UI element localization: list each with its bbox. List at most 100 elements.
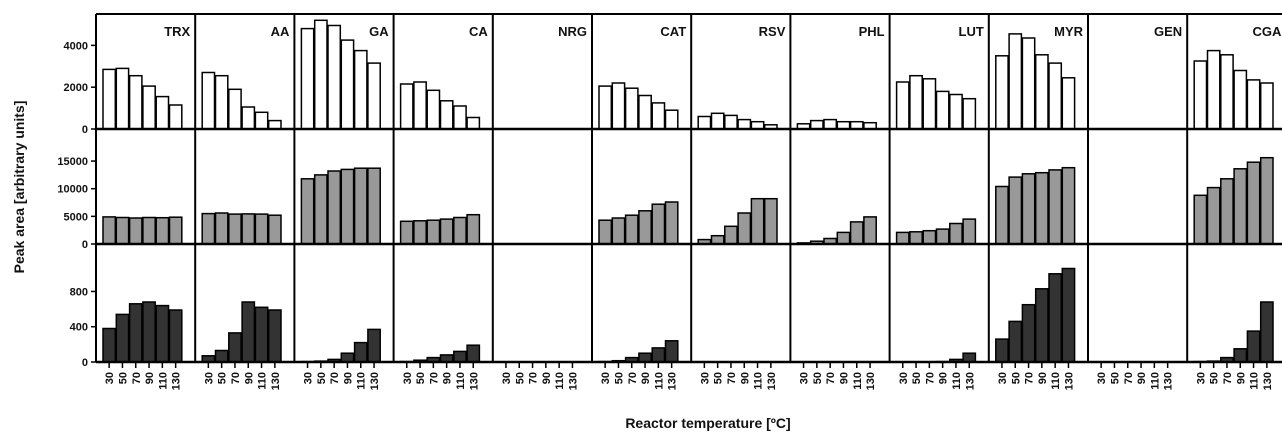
bar-lut-row2-t50 [909,231,923,245]
bar-ga-row3-t130 [367,328,381,363]
bar-ga-row1-t30 [300,27,315,130]
bar-ga-row1-t130 [367,62,381,130]
bar-ca-row2-t130 [466,213,481,245]
compound-label-rsv: RSV [759,24,786,39]
bar-aa-row2-t90 [241,213,256,245]
x-tick-label-trx-130: 130 [171,372,183,390]
bar-trx-row1-t70 [128,74,143,130]
bar-aa-row2-t30 [201,212,216,245]
bar-cat-row2-t50 [611,217,626,245]
bar-ga-row3-t90 [340,352,355,363]
bar-ca-row2-t50 [413,220,427,245]
x-tick-label-gen-70: 70 [1123,372,1135,384]
compound-label-trx: TRX [164,24,190,39]
bar-myr-row2-t130 [1061,166,1076,245]
bar-ca-row1-t70 [426,89,441,130]
bar-myr-row3-t90 [1034,288,1049,363]
bar-lut-row1-t90 [935,90,950,130]
bar-phl-row2-t90 [836,231,851,245]
bar-ca-row3-t130 [466,344,481,363]
bar-myr-row3-t70 [1021,303,1036,363]
bar-ga-row2-t30 [300,178,315,245]
compound-label-ca: CA [469,24,488,39]
x-tick-label-lut-70: 70 [924,372,936,384]
bar-myr-row3-t130 [1061,267,1076,363]
x-tick-label-rsv-70: 70 [726,372,738,384]
axes-layer [91,44,1268,368]
x-tick-label-phl-110: 110 [852,372,864,390]
bar-cat-row2-t110 [651,203,666,245]
x-tick-label-ga-50: 50 [316,372,328,384]
y-tick-label-row3-0: 0 [82,357,88,369]
bar-lut-row2-t110 [949,222,963,245]
bar-myr-row2-t70 [1021,173,1036,245]
bar-trx-row1-t90 [142,85,156,130]
bar-aa-row1-t110 [254,111,269,130]
bar-cga-row2-t30 [1193,194,1208,245]
x-tick-label-rsv-90: 90 [739,372,751,384]
x-tick-label-phl-30: 30 [799,372,811,384]
bar-myr-row1-t30 [995,55,1009,130]
x-tick-label-gen-130: 130 [1163,372,1175,390]
bar-cga-row2-t50 [1206,186,1221,245]
x-tick-label-phl-130: 130 [865,372,877,390]
x-tick-label-aa-110: 110 [257,372,269,390]
bar-cga-row2-t130 [1259,156,1274,245]
bar-trx-row3-t50 [115,313,130,363]
x-tick-label-aa-70: 70 [230,372,242,384]
bars-layer [102,19,1274,363]
x-tick-label-gen-30: 30 [1096,372,1108,384]
bar-ga-row2-t70 [327,170,342,245]
bar-trx-row1-t130 [168,104,183,130]
x-tick-label-rsv-50: 50 [713,372,725,384]
bar-lut-row2-t90 [935,228,950,245]
x-tick-label-cga-70: 70 [1222,372,1234,384]
bar-cga-row1-t50 [1206,49,1221,130]
bar-cat-row2-t70 [624,214,639,245]
x-tick-label-cga-30: 30 [1195,372,1207,384]
bar-trx-row2-t50 [115,216,130,245]
x-tick-label-nrg-70: 70 [528,372,540,384]
compound-label-lut: LUT [959,24,984,39]
bar-aa-row3-t90 [241,301,256,363]
bar-ga-row2-t50 [313,174,328,245]
bar-phl-row1-t70 [823,118,838,130]
bar-myr-row1-t50 [1008,33,1023,130]
bar-rsv-row2-t110 [750,197,765,245]
bar-trx-row2-t70 [128,217,143,245]
x-tick-label-ca-110: 110 [455,372,467,390]
bar-cga-row2-t70 [1220,178,1234,245]
bar-trx-row2-t30 [102,216,117,245]
bar-trx-row1-t30 [102,68,117,130]
bar-cat-row3-t130 [664,340,679,363]
bar-ga-row1-t90 [340,39,355,130]
bar-lut-row1-t130 [962,97,977,130]
bar-phl-row2-t130 [863,216,877,245]
x-tick-label-aa-90: 90 [243,372,255,384]
bar-cat-row1-t130 [664,109,679,130]
compound-label-phl: PHL [859,24,885,39]
x-tick-label-gen-50: 50 [1110,372,1122,384]
bar-cga-row1-t70 [1220,54,1234,130]
bar-myr-row3-t30 [995,338,1009,363]
bar-cga-row3-t130 [1259,301,1274,363]
x-tick-label-aa-30: 30 [203,372,215,384]
y-tick-label-row3-400: 400 [70,322,88,334]
x-tick-label-cat-70: 70 [627,372,639,384]
bar-trx-row2-t110 [155,216,170,245]
bar-aa-row3-t130 [267,309,282,363]
y-tick-label-row1-2000: 2000 [64,82,88,94]
x-tick-label-trx-70: 70 [131,372,143,384]
bar-lut-row3-t130 [962,352,977,363]
bar-aa-row1-t70 [228,88,242,130]
x-tick-label-ga-70: 70 [329,372,341,384]
bar-cga-row3-t110 [1246,330,1261,363]
x-tick-label-trx-90: 90 [144,372,156,384]
bar-ca-row2-t90 [439,218,454,245]
bar-trx-row3-t30 [102,327,117,363]
bar-cga-row3-t90 [1233,348,1248,363]
bar-myr-row1-t110 [1048,62,1063,130]
bar-cat-row1-t50 [611,82,626,130]
bar-lut-row1-t50 [909,74,923,130]
x-tick-label-cat-50: 50 [613,372,625,384]
